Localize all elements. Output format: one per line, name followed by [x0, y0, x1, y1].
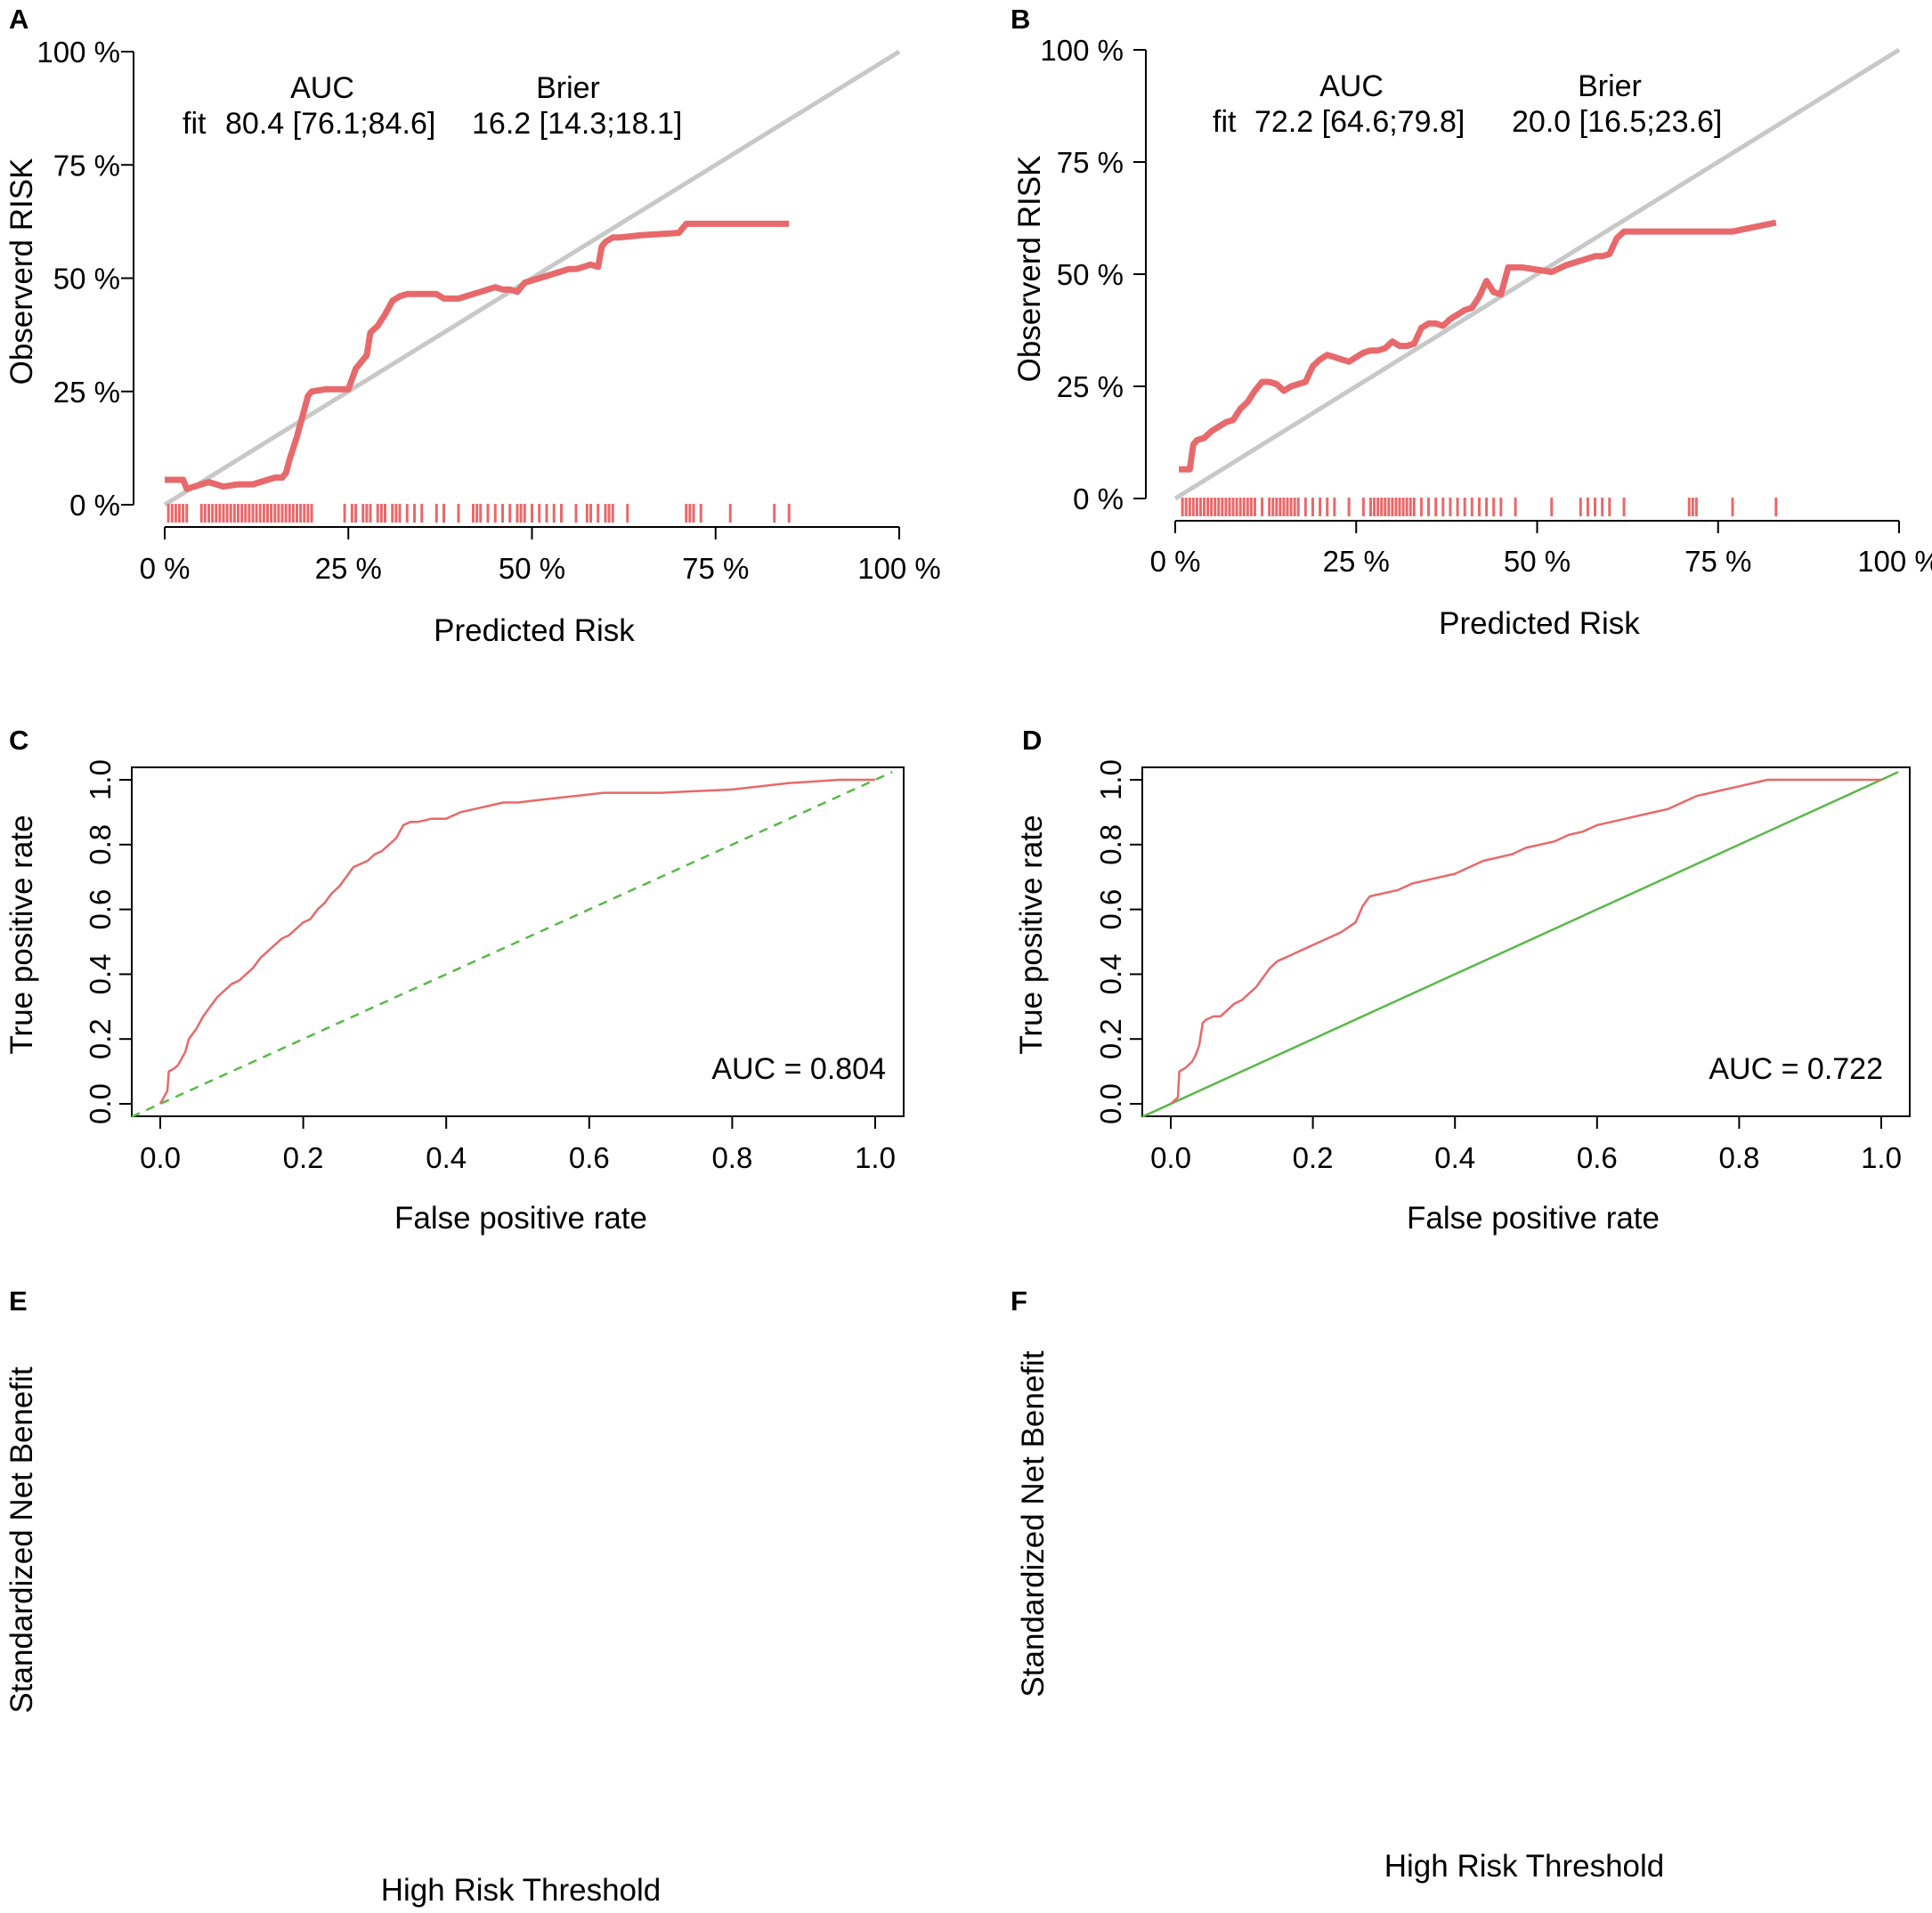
stats-row-label: fit [183, 107, 207, 141]
panel-label-d: D [1022, 725, 1042, 756]
x-tick-label: 1.0 [1861, 1141, 1902, 1174]
stats-row-label: fit [1213, 105, 1237, 139]
panel-label-b: B [1011, 4, 1030, 35]
stats-header-auc: AUC [290, 71, 354, 105]
x-tick-label: 0.6 [1577, 1141, 1618, 1174]
x-tick-label: 0.8 [711, 1141, 752, 1174]
y-tick-label: 100 % [37, 36, 120, 69]
x-tick-label: 0.2 [1293, 1141, 1334, 1174]
y-tick-label: 0.4 [1094, 953, 1127, 994]
panel-f-decision-curve: F High Risk Threshold Standardized Net B… [1011, 1285, 1664, 1884]
panel-label-a: A [9, 4, 28, 35]
y-tick-label: 0.8 [1094, 824, 1127, 865]
y-tick-label: 75 % [53, 149, 120, 182]
x-tick-label: 100 % [857, 552, 941, 585]
x-tick-label: 100 % [1857, 545, 1932, 578]
x-tick-label: 25 % [315, 552, 382, 585]
stats-header-brier: Brier [1578, 69, 1642, 103]
x-tick-label: 75 % [682, 552, 749, 585]
panel-label-f: F [1011, 1285, 1027, 1317]
x-tick-label: 0.0 [140, 1141, 181, 1174]
stats-header-brier: Brier [536, 71, 600, 105]
x-axis-title: Predicted Risk [434, 613, 635, 648]
y-tick-label: 100 % [1040, 34, 1124, 67]
x-tick-label: 0.4 [1434, 1141, 1475, 1174]
calibration-fit-line [165, 220, 790, 492]
x-tick-label: 0.2 [283, 1141, 324, 1174]
roc-curve-line [1170, 778, 1881, 1105]
plot-frame [1141, 766, 1911, 1117]
y-axis-title: Observerd RISK [4, 158, 39, 385]
x-axis-title: Predicted Risk [1439, 606, 1640, 641]
x-tick-label: 50 % [499, 552, 565, 585]
x-tick-label: 50 % [1504, 545, 1571, 578]
x-tick-label: 25 % [1323, 545, 1390, 578]
x-tick-label: 0.0 [1150, 1141, 1191, 1174]
auc-annotation: AUC = 0.804 [711, 1052, 886, 1086]
reference-diagonal-line [131, 771, 893, 1118]
y-tick-label: 25 % [1057, 370, 1124, 403]
y-tick-label: 0.2 [84, 1018, 117, 1059]
panel-label-e: E [9, 1285, 28, 1317]
stats-brier-value: 20.0 [16.5;23.6] [1512, 105, 1722, 139]
stats-auc-value: 80.4 [76.1;84.6] [225, 107, 435, 141]
x-axis-title: False positive rate [1407, 1201, 1660, 1236]
panel-b-calibration: B Predicted Risk Observerd RISK AUC Brie… [1011, 4, 1932, 641]
stats-auc-value: 72.2 [64.6;79.8] [1254, 105, 1465, 139]
y-tick-label: 25 % [53, 376, 120, 409]
panel-d-roc: D False positive rate True positive rate… [1014, 725, 1911, 1236]
y-tick-label: 0.4 [84, 953, 117, 994]
y-tick-label: 1.0 [84, 759, 117, 800]
y-axis-title: True positive rate [1014, 815, 1049, 1054]
y-tick-label: 1.0 [1094, 759, 1127, 800]
x-tick-label: 0 % [140, 552, 191, 585]
y-tick-label: 0 % [1073, 482, 1124, 515]
x-tick-label: 75 % [1684, 545, 1751, 578]
panel-e-decision-curve: E High Risk Threshold Standardized Net B… [4, 1285, 661, 1908]
y-axis-title: Observerd RISK [1012, 156, 1047, 383]
x-tick-label: 0.8 [1718, 1141, 1759, 1174]
reference-diagonal-line [1141, 771, 1899, 1118]
x-tick-label: 1.0 [855, 1141, 896, 1174]
y-axis-title: Standardized Net Benefit [1016, 1350, 1051, 1697]
x-axis-title: High Risk Threshold [1384, 1849, 1665, 1884]
y-tick-label: 0.6 [1094, 889, 1127, 930]
reference-diagonal-line [1173, 47, 1901, 501]
calibration-fit-line [1179, 219, 1777, 473]
roc-curve-line [158, 778, 875, 1105]
stats-header-auc: AUC [1319, 69, 1384, 103]
y-tick-label: 0.8 [84, 824, 117, 865]
x-axis-title: High Risk Threshold [381, 1873, 662, 1908]
y-tick-label: 50 % [53, 263, 120, 296]
panel-a-calibration: A Predicted Risk Observerd RISK AUC Brie… [4, 4, 941, 648]
y-tick-label: 50 % [1057, 258, 1124, 291]
panel-label-c: C [9, 725, 28, 756]
y-tick-label: 0.2 [1094, 1018, 1127, 1059]
stats-brier-value: 16.2 [14.3;18.1] [472, 107, 682, 141]
plot-frame [131, 766, 905, 1117]
x-axis-title: False positive rate [394, 1201, 647, 1236]
y-tick-label: 75 % [1057, 146, 1124, 179]
panel-c-roc: C False positive rate True positive rate… [4, 725, 905, 1236]
x-tick-label: 0.4 [426, 1141, 467, 1174]
y-tick-label: 0.6 [84, 889, 117, 930]
y-axis-title: True positive rate [4, 815, 39, 1054]
y-tick-label: 0.0 [1094, 1083, 1127, 1124]
y-axis-title: Standardized Net Benefit [4, 1366, 39, 1713]
auc-annotation: AUC = 0.722 [1709, 1052, 1883, 1086]
y-tick-label: 0.0 [84, 1083, 117, 1124]
y-tick-label: 0 % [69, 489, 120, 522]
x-tick-label: 0.6 [569, 1141, 610, 1174]
x-tick-label: 0 % [1150, 545, 1201, 578]
